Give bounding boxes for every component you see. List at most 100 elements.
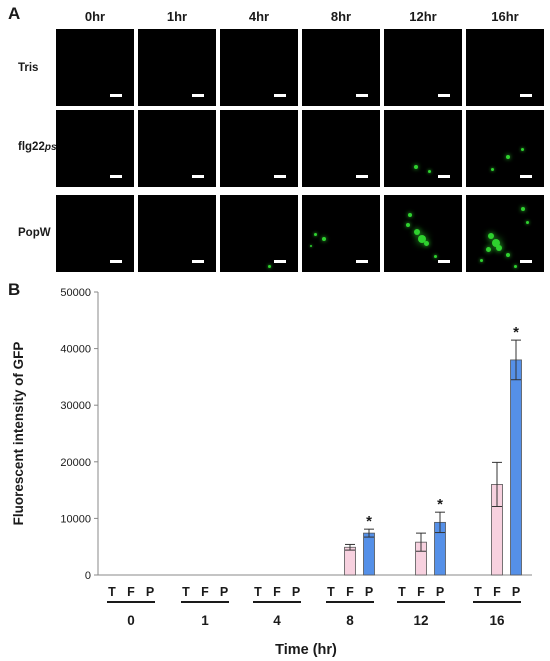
scale-bar	[274, 175, 286, 178]
scale-bar	[438, 175, 450, 178]
time-label-3: 8hr	[330, 9, 352, 24]
microscopy-tile-r0-c0	[56, 29, 134, 106]
treatment-letter-P: P	[365, 585, 373, 599]
gfp-signal-spot	[526, 221, 529, 224]
scale-bar	[192, 94, 204, 97]
time-category-label-1: 1	[201, 613, 209, 628]
gfp-signal-spot	[414, 229, 420, 235]
treatment-letter-F: F	[417, 585, 425, 599]
microscopy-tile-r2-c3	[302, 195, 380, 272]
bar-P-16	[510, 359, 522, 576]
panel-a-letter: A	[8, 4, 21, 23]
gfp-signal-spot	[491, 168, 494, 171]
panel-b-letter: B	[8, 280, 21, 299]
time-label-4: 12hr	[409, 9, 437, 24]
microscopy-tile-r2-c1	[138, 195, 216, 272]
gfp-signal-spot	[521, 207, 525, 211]
treatment-letter-T: T	[398, 585, 406, 599]
y-tick-label: 30000	[60, 400, 91, 412]
gfp-signal-spot	[521, 148, 524, 151]
treatment-letter-F: F	[493, 585, 501, 599]
treatment-letter-P: P	[220, 585, 228, 599]
microscopy-tile-r0-c1	[138, 29, 216, 106]
time-label-0: 0hr	[84, 9, 106, 24]
time-category-label-16: 16	[489, 613, 505, 628]
time-category-label-8: 8	[346, 613, 354, 628]
microscopy-tile-r1-c5	[466, 110, 544, 187]
gfp-signal-spot	[406, 223, 410, 227]
scale-bar	[274, 260, 286, 263]
bar-P-8	[363, 532, 375, 576]
x-axis-title: Time (hr)	[275, 642, 337, 658]
time-category-label-0: 0	[127, 613, 135, 628]
gfp-signal-spot	[414, 165, 418, 169]
scale-bar	[438, 94, 450, 97]
microscopy-tile-r1-c3	[302, 110, 380, 187]
gfp-signal-spot	[434, 255, 437, 258]
gfp-signal-spot	[496, 245, 502, 251]
y-tick-label: 0	[85, 570, 91, 582]
time-category-label-4: 4	[273, 613, 281, 628]
microscopy-tile-r1-c1	[138, 110, 216, 187]
scale-bar	[192, 175, 204, 178]
gfp-signal-spot	[488, 233, 494, 239]
scale-bar	[520, 260, 532, 263]
y-tick-label: 20000	[60, 457, 91, 469]
treatment-letter-P: P	[512, 585, 520, 599]
scale-bar	[520, 94, 532, 97]
treatment-letter-T: T	[474, 585, 482, 599]
treatment-letter-T: T	[254, 585, 262, 599]
gfp-signal-spot	[418, 235, 426, 243]
significance-marker: *	[366, 513, 372, 530]
gfp-signal-spot	[424, 241, 429, 246]
gfp-intensity-bar-chart: 0 10000 20000 30000 40000 50000 Fluorescent in…	[11, 287, 532, 658]
microscopy-tile-r1-c0	[56, 110, 134, 187]
microscopy-tile-r0-c2	[220, 29, 298, 106]
treatment-letter-T: T	[182, 585, 190, 599]
scale-bar	[192, 260, 204, 263]
treatment-letter-T: T	[108, 585, 116, 599]
gfp-signal-spot	[268, 265, 271, 268]
gfp-signal-spot	[322, 237, 326, 241]
bar-F-8	[344, 546, 356, 576]
significance-marker: *	[513, 324, 519, 341]
treatment-letter-F: F	[201, 585, 209, 599]
microscopy-tile-r1-c2	[220, 110, 298, 187]
treatment-letter-P: P	[436, 585, 444, 599]
microscopy-tile-r2-c0	[56, 195, 134, 272]
gfp-signal-spot	[492, 239, 500, 247]
gfp-signal-spot	[310, 245, 313, 248]
scale-bar	[356, 260, 368, 263]
microscopy-tile-r2-c4	[384, 195, 462, 272]
time-category-label-12: 12	[413, 613, 428, 628]
gfp-signal-spot	[486, 247, 491, 252]
row-label-flg22pst: flg22pst	[18, 141, 60, 153]
scale-bar	[356, 175, 368, 178]
y-tick-label: 40000	[60, 344, 91, 356]
microscopy-tile-r0-c3	[302, 29, 380, 106]
scale-bar	[274, 94, 286, 97]
row-label-popw: PopW	[18, 227, 51, 239]
gfp-signal-spot	[480, 259, 483, 262]
microscopy-tile-r0-c4	[384, 29, 462, 106]
gfp-signal-spot	[314, 233, 317, 236]
microscopy-tile-r2-c2	[220, 195, 298, 272]
microscopy-tile-r1-c4	[384, 110, 462, 187]
scale-bar	[520, 175, 532, 178]
treatment-letter-P: P	[146, 585, 154, 599]
time-label-1: 1hr	[166, 9, 188, 24]
gfp-signal-spot	[408, 213, 412, 217]
panel-a-microscopy-grid: A 0hr 1hr 4hr 8hr 12hr 16hr Tris flg22pst Pop…	[0, 0, 550, 280]
treatment-letter-F: F	[273, 585, 281, 599]
treatment-letter-T: T	[327, 585, 335, 599]
gfp-signal-spot	[506, 253, 510, 257]
scale-bar	[110, 94, 122, 97]
row-label-tris: Tris	[18, 62, 39, 74]
y-axis-title: Fluorescent intensity of GFP	[11, 342, 26, 526]
scale-bar	[438, 260, 450, 263]
gfp-signal-spot	[506, 155, 510, 159]
microscopy-tile-r0-c5	[466, 29, 544, 106]
treatment-letter-F: F	[346, 585, 354, 599]
gfp-signal-spot	[428, 170, 431, 173]
scale-bar	[110, 260, 122, 263]
